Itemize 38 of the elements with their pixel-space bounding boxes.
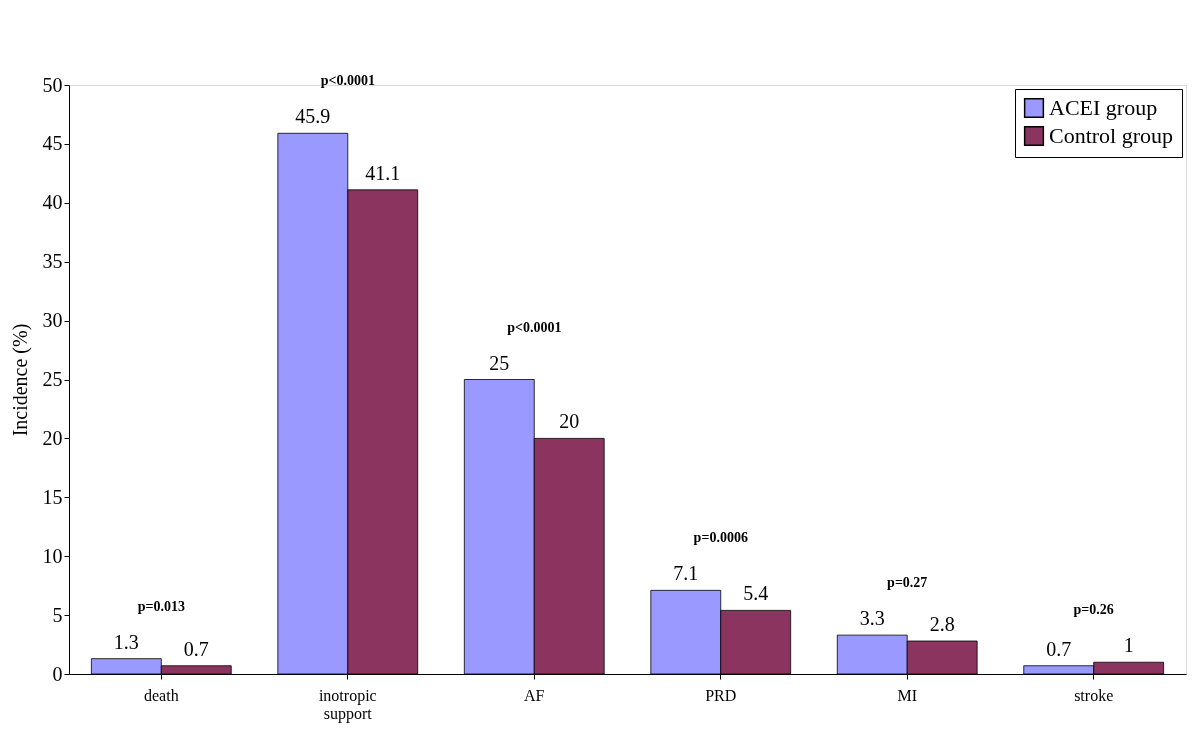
data-label: 0.7 — [183, 637, 209, 660]
data-label: 45.9 — [295, 105, 331, 128]
data-label: 5.4 — [743, 582, 769, 605]
y-tick-label: 40 — [42, 191, 63, 214]
data-label: 25 — [489, 351, 510, 374]
data-label: 1.3 — [113, 630, 139, 653]
legend-label: ACEI group — [1049, 95, 1158, 120]
annotation: p=0.0006 — [693, 530, 748, 546]
annotation: p=0.013 — [137, 598, 185, 614]
y-tick-label: 25 — [42, 368, 63, 390]
data-label: 41.1 — [365, 161, 401, 184]
x-tick-label: MI — [897, 686, 917, 704]
y-axis-title: Incidence (%) — [8, 323, 32, 437]
y-tick-label: 30 — [42, 309, 63, 332]
annotation: p=0.26 — [1073, 602, 1114, 618]
y-tick-label: 0 — [52, 662, 63, 685]
annotation: p<0.0001 — [320, 73, 375, 89]
data-label: 20 — [559, 410, 580, 433]
y-tick-label: 5 — [52, 603, 63, 626]
x-tick-label: stroke — [1074, 686, 1114, 704]
annotation: p<0.0001 — [507, 319, 562, 335]
x-tick-label: death — [143, 686, 179, 704]
data-label: 2.8 — [929, 613, 955, 636]
x-tick-label: inotropic support — [318, 686, 377, 723]
x-tick-label: PRD — [705, 686, 737, 704]
y-tick-label: 35 — [42, 250, 63, 273]
y-tick-label: 20 — [42, 426, 63, 449]
data-label: 0.7 — [1046, 637, 1072, 660]
legend-label: Control group — [1049, 123, 1174, 148]
data-label: 7.1 — [673, 562, 699, 585]
annotation: p=0.27 — [887, 575, 928, 591]
y-tick-label: 50 — [42, 73, 63, 96]
y-tick-label: 10 — [42, 544, 63, 567]
x-tick-label: AF — [524, 686, 545, 704]
y-tick-label: 15 — [42, 485, 63, 508]
data-label: 3.3 — [859, 607, 885, 630]
data-label: 1 — [1123, 634, 1134, 657]
y-tick-label: 45 — [42, 132, 63, 155]
